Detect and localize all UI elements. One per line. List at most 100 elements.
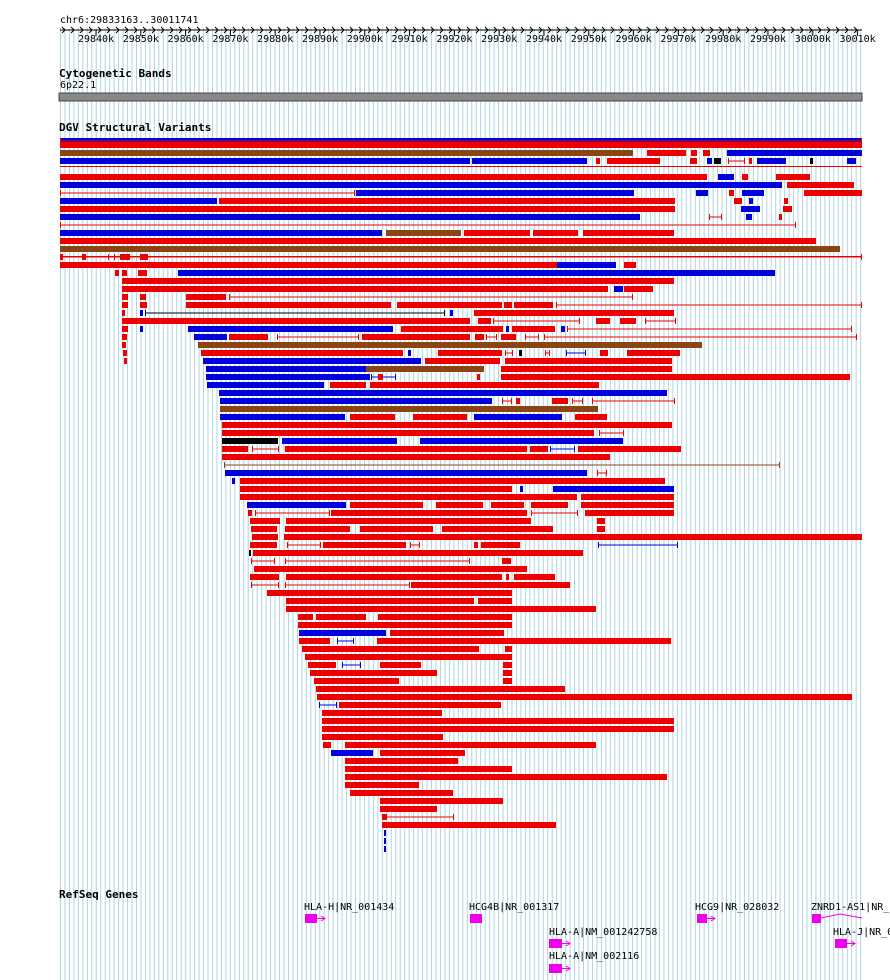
variant-bar	[481, 542, 520, 548]
variant-bar	[220, 406, 598, 412]
variant-bar	[503, 678, 512, 684]
variant-bar	[575, 414, 607, 420]
gene-label[interactable]: ZNRD1-AS1|NR_	[811, 902, 890, 913]
variant-bar	[60, 142, 862, 148]
cytoband-bar[interactable]	[58, 92, 863, 102]
variant-bar	[206, 366, 366, 372]
variant-bar	[442, 526, 553, 532]
variant-bar	[250, 518, 280, 524]
variant-bar	[122, 270, 127, 276]
variant-bar	[188, 326, 393, 332]
ruler-tick-label: 29960k	[615, 34, 652, 45]
variant-bar	[749, 198, 753, 204]
ruler-tick-label: 29860k	[167, 34, 204, 45]
variant-bar	[122, 310, 125, 316]
ruler-tick-label: 29910k	[391, 34, 428, 45]
variant-bar	[232, 478, 235, 484]
variant-bar	[222, 422, 672, 428]
variant-bar	[514, 302, 553, 308]
variant-bar	[138, 270, 147, 276]
variant-bar	[742, 190, 764, 196]
variant-bar	[382, 822, 556, 828]
variant-bar	[464, 230, 530, 236]
variant-bar	[140, 310, 143, 316]
gene-label[interactable]: HLA-H|NR_001434	[304, 902, 395, 913]
variant-bar	[247, 502, 346, 508]
variant-bar	[60, 238, 816, 244]
variant-bar	[350, 414, 395, 420]
variant-bar	[310, 670, 437, 676]
gene-intron	[820, 913, 863, 919]
strand-arrow	[565, 940, 571, 947]
variant-bar	[757, 158, 786, 164]
dgv-track[interactable]	[60, 138, 862, 852]
variant-bar	[506, 326, 509, 332]
gene-label[interactable]: HLA-J|NR_0	[833, 927, 890, 938]
variant-bar	[380, 798, 503, 804]
variant-bar	[533, 230, 578, 236]
variant-bar	[314, 678, 399, 684]
variant-bar	[703, 150, 710, 156]
gene-exon	[549, 939, 562, 948]
variant-bar	[380, 806, 437, 812]
variant-bar	[140, 294, 146, 300]
variant-bar	[714, 158, 721, 164]
variant-bar	[504, 302, 512, 308]
strand-arrow	[320, 915, 326, 922]
variant-bar	[186, 294, 226, 300]
variant-bar	[597, 526, 605, 532]
variant-bar	[322, 710, 442, 716]
variant-bar	[438, 350, 502, 356]
variant-bar	[384, 830, 386, 836]
gene-label[interactable]: HCG4B|NR_001317	[469, 902, 560, 913]
variant-bar	[502, 558, 511, 564]
variant-bar	[219, 390, 667, 396]
strand-arrow	[710, 915, 716, 922]
variant-bar	[345, 782, 419, 788]
variant-bar	[624, 262, 636, 268]
variant-bar	[140, 326, 143, 332]
variant-bar	[501, 334, 516, 340]
variant-bar	[240, 478, 665, 484]
variant-bar	[530, 446, 548, 452]
variant-bar	[229, 334, 268, 340]
variant-bar	[222, 430, 594, 436]
variant-bar	[115, 270, 119, 276]
cytoband-title: Cytogenetic Bands	[59, 67, 172, 80]
variant-bar	[299, 630, 386, 636]
variant-bar	[122, 326, 128, 332]
variant-bar	[220, 398, 492, 404]
variant-bar	[323, 742, 331, 748]
variant-bar	[222, 446, 248, 452]
variant-bar	[474, 542, 478, 548]
ruler-tick-label: 29850k	[122, 34, 159, 45]
variant-bar	[331, 510, 527, 516]
variant-bar	[316, 686, 565, 692]
refseq-title: RefSeq Genes	[59, 888, 139, 901]
variant-bar	[784, 198, 788, 204]
ruler-tick-label: 29840k	[77, 34, 115, 45]
variant-bar	[350, 502, 423, 508]
variant-bar	[420, 438, 623, 444]
variant-bar	[804, 190, 862, 196]
gene-label[interactable]: HCG9|NR_028032	[695, 902, 780, 913]
variant-bar	[597, 518, 605, 524]
strand-arrow	[565, 965, 571, 972]
variant-bar	[401, 326, 503, 332]
variant-bar	[366, 366, 484, 372]
variant-bar	[186, 302, 391, 308]
gene-label[interactable]: HLA-A|NM_001242758	[549, 927, 658, 938]
variant-bar	[436, 502, 483, 508]
refseq-track[interactable]	[305, 913, 863, 973]
variant-bar	[285, 526, 350, 532]
ruler-tick-label: 30000k	[794, 34, 831, 45]
variant-bar	[614, 286, 623, 292]
variant-bar	[380, 662, 421, 668]
gene-label[interactable]: HLA-A|NM_002116	[549, 951, 640, 962]
variant-bar	[386, 230, 461, 236]
variant-bar	[690, 158, 697, 164]
variant-bar	[207, 382, 324, 388]
variant-bar	[286, 574, 502, 580]
variant-bar	[783, 206, 792, 212]
